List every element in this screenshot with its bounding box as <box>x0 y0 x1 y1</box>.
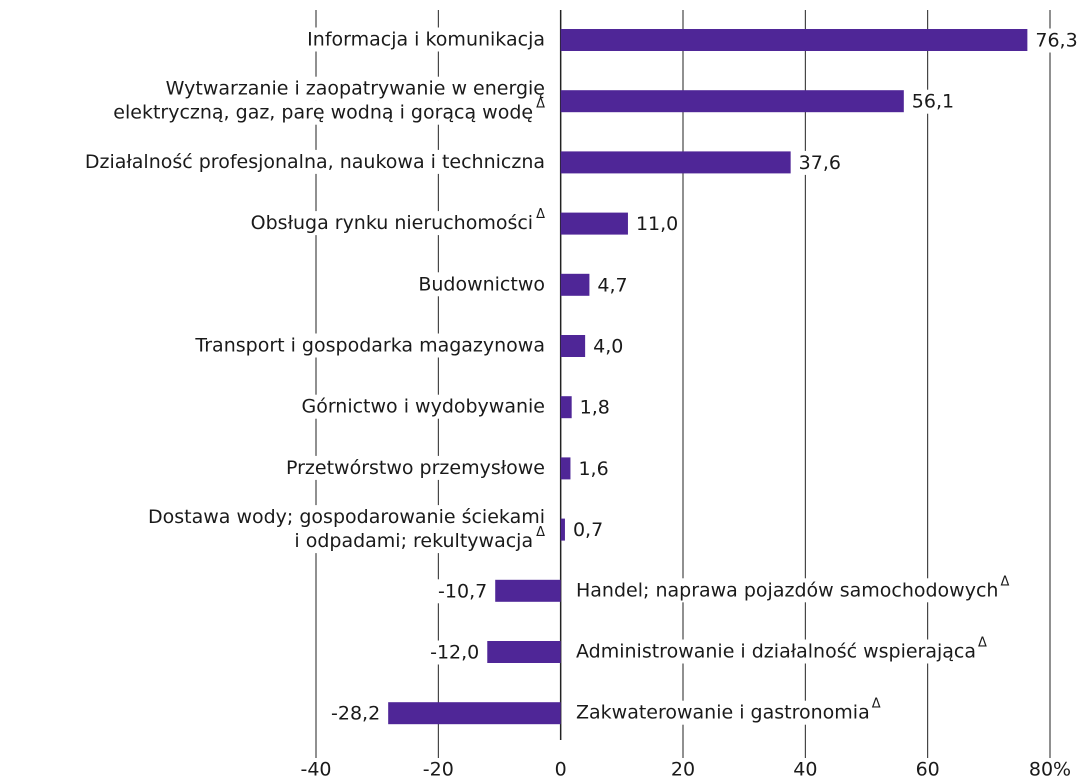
bar <box>560 518 565 541</box>
label-background <box>247 211 537 236</box>
value-label: 0,7 <box>573 519 603 541</box>
label-background <box>573 578 1002 603</box>
value-label: 4,0 <box>593 336 623 358</box>
bar <box>495 579 561 602</box>
category-label: Transport i gospodarka magazynowa <box>194 335 545 357</box>
value-label: 11,0 <box>636 213 678 235</box>
label-background <box>908 89 958 114</box>
label-background <box>632 212 682 237</box>
category-mark: Δ <box>536 97 545 112</box>
label-background <box>304 27 548 52</box>
label-background <box>533 95 549 113</box>
value-label: 76,3 <box>1035 30 1077 52</box>
label-background <box>997 573 1013 591</box>
grid <box>315 10 1051 758</box>
category-label: Przetwórstwo przemysłowe <box>286 457 545 479</box>
label-background <box>569 518 607 543</box>
label-background <box>575 456 612 481</box>
label-background <box>590 334 627 359</box>
label-background <box>576 395 613 420</box>
x-tick-label: 0 <box>555 759 567 780</box>
label-background <box>191 333 548 358</box>
label-background <box>573 700 873 725</box>
label-background <box>110 100 537 125</box>
bar <box>487 641 561 663</box>
bar <box>388 702 561 725</box>
category-label: Dostawa wody; gospodarowanie ściekami <box>148 506 545 528</box>
label-background <box>162 76 548 101</box>
label-background <box>975 634 991 652</box>
category-mark: Δ <box>872 697 881 712</box>
label-background <box>435 579 491 604</box>
x-tick-label: 60 <box>916 759 940 780</box>
value-label: 1,8 <box>580 397 610 419</box>
category-label: Działalność profesjonalna, naukowa i tec… <box>85 151 545 173</box>
value-label: -28,2 <box>331 703 380 725</box>
value-label: 37,6 <box>799 152 841 174</box>
value-label: 4,7 <box>597 274 627 296</box>
category-label: Administrowanie i działalność wspierając… <box>576 641 976 663</box>
value-label: -10,7 <box>438 580 487 602</box>
label-background <box>282 455 548 480</box>
x-tick-label: 40 <box>793 759 817 780</box>
label-background <box>533 524 549 542</box>
label-background <box>291 529 537 554</box>
label-backgrounds <box>81 27 1081 726</box>
x-tick-label: 80% <box>1029 759 1071 780</box>
label-background <box>427 640 483 665</box>
label-background <box>144 505 548 530</box>
value-label: -12,0 <box>430 642 479 664</box>
value-label: 56,1 <box>912 91 954 113</box>
value-label: 1,6 <box>578 458 608 480</box>
category-label: Handel; naprawa pojazdów samochodowych <box>576 579 998 601</box>
category-mark: Δ <box>536 207 545 222</box>
category-mark: Δ <box>978 636 987 651</box>
x-tick-label: -40 <box>300 759 331 780</box>
label-background <box>81 149 548 174</box>
category-mark: Δ <box>1000 574 1009 589</box>
category-label: elektryczną, gaz, parę wodną i gorącą wo… <box>113 102 533 124</box>
category-mark: Δ <box>536 525 545 540</box>
bar <box>560 457 571 480</box>
label-background <box>795 150 844 175</box>
bar <box>560 335 586 357</box>
bar <box>560 396 572 419</box>
label-background <box>594 273 631 298</box>
label-background <box>298 394 548 419</box>
category-label: Górnictwo i wydobywanie <box>301 396 545 418</box>
label-background <box>415 272 548 297</box>
bars <box>388 29 1028 725</box>
label-background <box>868 695 884 713</box>
bar <box>560 151 791 174</box>
x-tick-label: 20 <box>671 759 695 780</box>
x-tick-label: -20 <box>423 759 454 780</box>
category-label: Budownictwo <box>418 273 545 295</box>
bar <box>560 29 1028 51</box>
label-background <box>1032 28 1081 53</box>
category-label: Zakwaterowanie i gastronomia <box>576 702 870 724</box>
bar <box>560 212 628 235</box>
bar <box>560 273 590 296</box>
label-background <box>533 206 549 224</box>
label-background <box>328 701 384 726</box>
category-label: Obsługa rynku nieruchomości <box>251 212 533 234</box>
label-background <box>573 639 980 664</box>
category-label: Wytwarzanie i zaopatrywanie w energię <box>166 78 545 100</box>
category-label: Informacja i komunikacja <box>307 29 545 51</box>
category-label: i odpadami; rekultywacja <box>294 530 533 552</box>
labels: -40 -20 0 20 40 60 80% 76,3 Informacja i komunik… <box>85 29 1078 780</box>
bar <box>560 90 904 113</box>
